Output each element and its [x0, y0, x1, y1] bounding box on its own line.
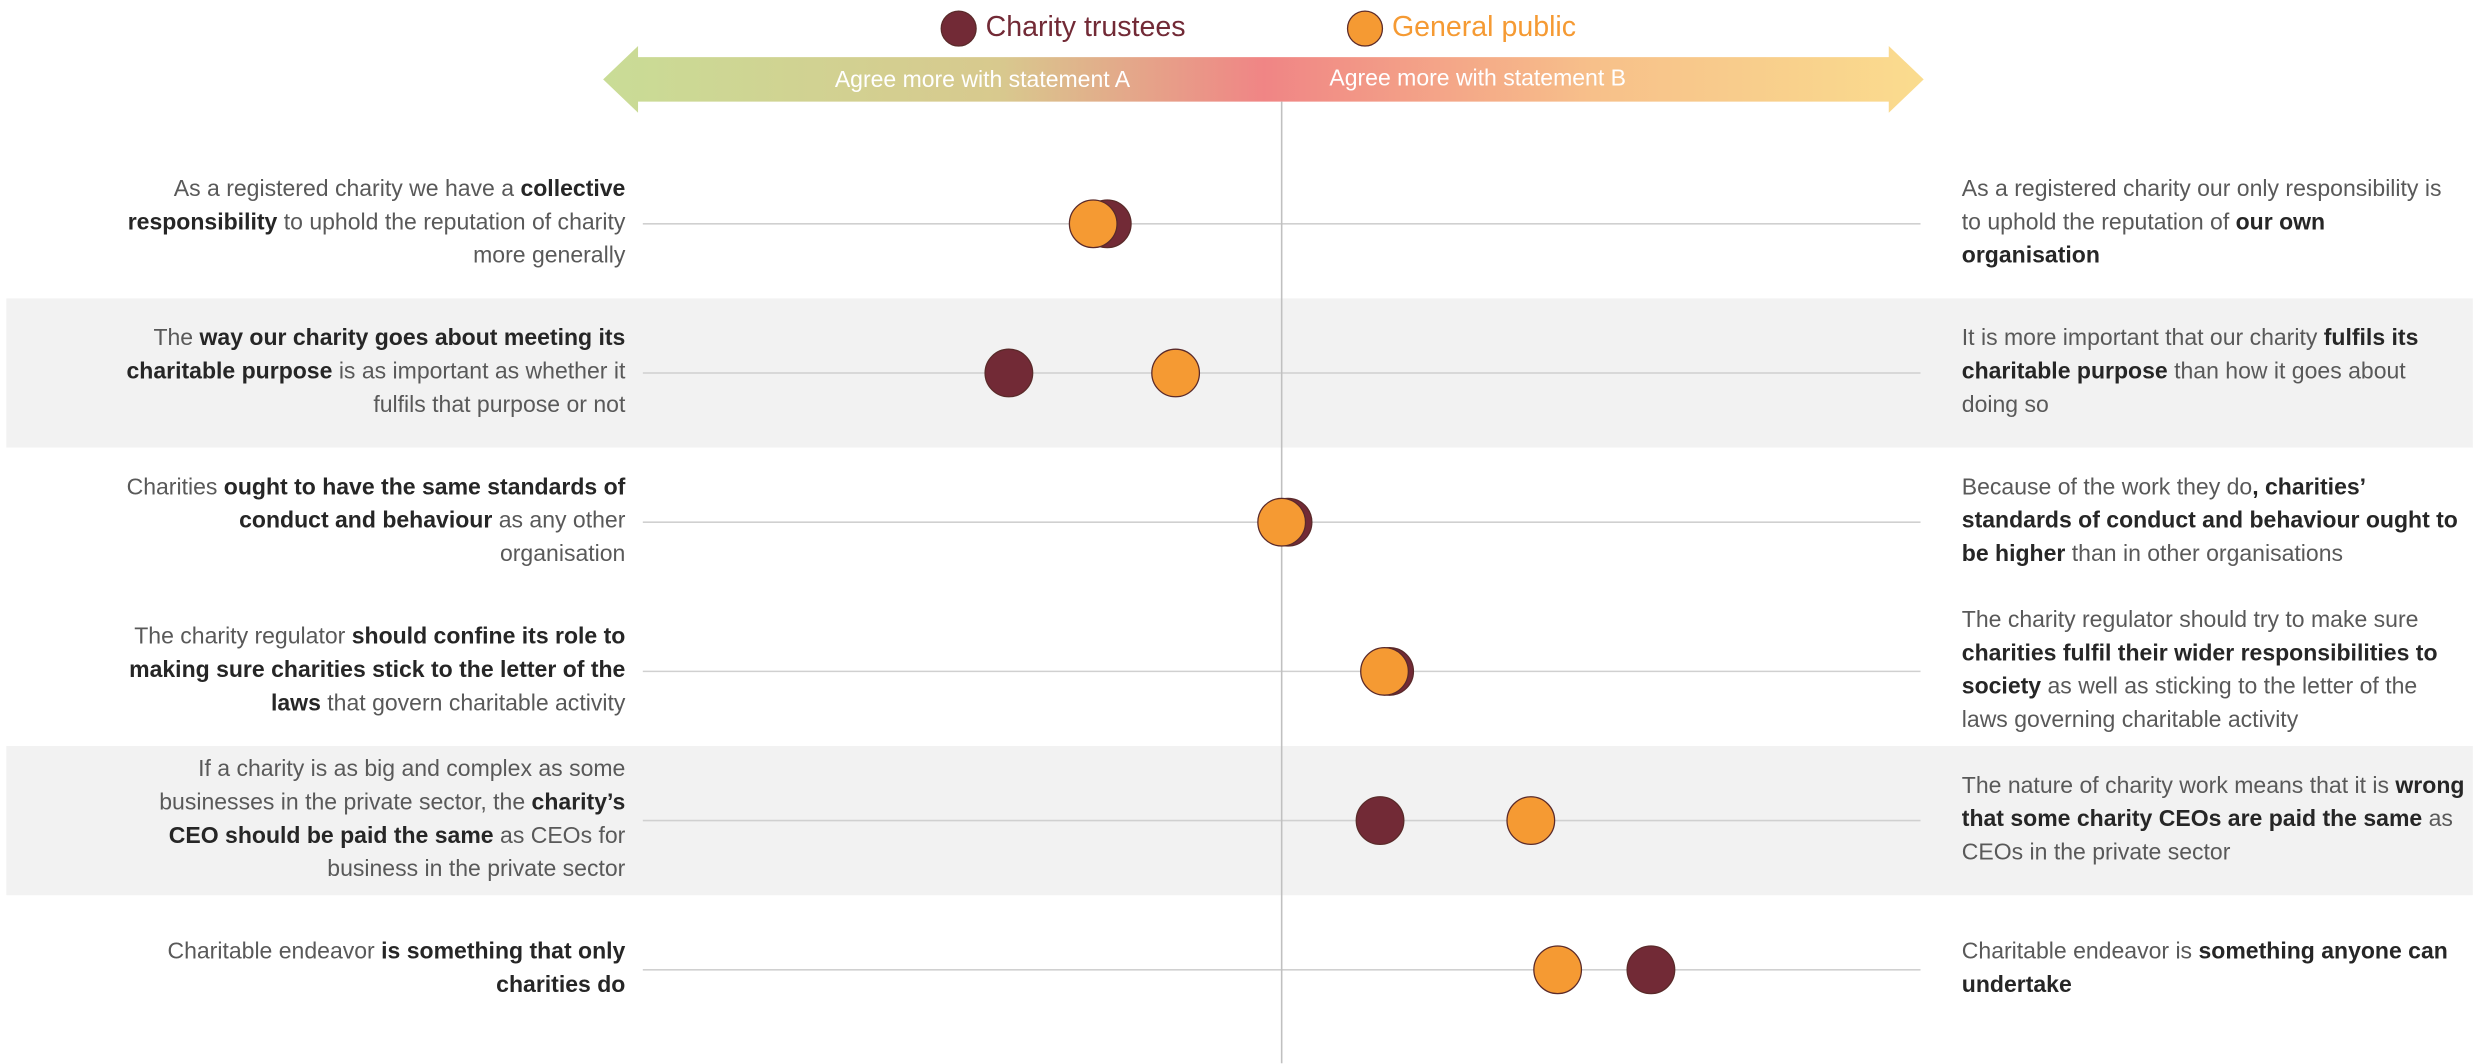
statement-b: It is more important that our charity fu…	[1962, 323, 2467, 423]
statement-text: should confine its role to making sure c…	[129, 624, 626, 717]
statement-text: as CEOs in the private sector	[1961, 807, 2453, 866]
statement-text: than in other organisations	[2065, 542, 2344, 568]
statement-a: If a charity is as big and complex as so…	[117, 754, 625, 887]
dot	[1355, 796, 1405, 846]
statement-text: as CEOs for business in the private sect…	[327, 823, 626, 883]
statement-b: The charity regulator should try to make…	[1962, 605, 2467, 738]
dot	[984, 348, 1034, 398]
dot	[1360, 646, 1409, 696]
statement-text: that govern charitable activity	[320, 691, 626, 717]
legend-label: General public	[1392, 11, 1576, 43]
statement-text: our own organisation	[1961, 210, 2326, 270]
statement-text: is something that only charities do	[381, 939, 626, 999]
legend-label: Charity trustees	[986, 11, 1186, 43]
dot	[1533, 945, 1583, 995]
statement-text: The nature of charity work means that it…	[1961, 773, 2396, 800]
statement-text: something anyone can undertake	[1961, 939, 2448, 999]
dot	[1506, 796, 1556, 846]
statement-text: as well as sticking to the letter of the…	[1961, 674, 2418, 734]
dot	[1626, 945, 1676, 995]
statement-text: charities fulfil their wider responsibil…	[1961, 641, 2438, 700]
statement-text: As a registered charity our only respons…	[1961, 176, 2442, 236]
statement-a: The way our charity goes about meeting i…	[117, 323, 626, 423]
dot	[1068, 199, 1118, 249]
legend-marker	[940, 10, 977, 47]
statement-a: The charity regulator should confine its…	[117, 621, 625, 721]
statement-text: As a registered charity we have a	[173, 176, 521, 203]
statement-text: ought to have the same standards of cond…	[223, 475, 626, 535]
statement-text: , charities’ standards of conduct and be…	[1961, 475, 2458, 568]
direction-arrow	[603, 46, 1924, 113]
statement-text: Charitable endeavor	[167, 939, 382, 966]
statement-b: Because of the work they do, charities’ …	[1962, 472, 2467, 572]
statement-a: As a registered charity we have a collec…	[117, 174, 626, 274]
arrow-label-b: Agree more with statement B	[1329, 64, 1626, 90]
statement-a: Charities ought to have the same standar…	[117, 472, 626, 572]
statement-text: The	[153, 326, 200, 352]
statement-text: If a charity is as big and complex as so…	[159, 757, 626, 816]
statement-a: Charitable endeavor is something that on…	[117, 936, 625, 1003]
statement-text: Because of the work they do	[1961, 475, 2253, 501]
statement-text: as any other organisation	[492, 508, 626, 568]
statement-text: charity’s CEO should be paid the same	[168, 790, 626, 850]
legend-marker	[1346, 10, 1384, 47]
statement-text: The charity regulator should try to make…	[1961, 607, 2419, 634]
dot	[1257, 497, 1307, 547]
statement-b: Charitable endeavor is something anyone …	[1962, 936, 2467, 1003]
statement-text: It is more important that our charity	[1961, 326, 2324, 352]
statement-b: As a registered charity our only respons…	[1962, 174, 2467, 274]
statement-text: to uphold the reputation of charity more…	[277, 210, 626, 270]
statement-text: than how it goes about doing so	[1961, 359, 2406, 419]
statement-text: way our charity goes about meeting its c…	[126, 326, 626, 385]
arrow-label-a: Agree more with statement A	[835, 66, 1131, 92]
statement-text: The charity regulator	[134, 624, 352, 650]
statement-text: collective responsibility	[127, 176, 626, 236]
dot	[1151, 348, 1201, 398]
statement-text: wrong that some charity CEOs are paid th…	[1961, 773, 2465, 833]
statement-text: Charities	[126, 475, 224, 501]
statement-text: is as important as whether it fulfils th…	[332, 359, 626, 419]
statement-text: Charitable endeavor is	[1961, 939, 2199, 966]
statement-text: fulfils its charitable purpose	[1961, 326, 2419, 385]
statement-b: The nature of charity work means that it…	[1962, 771, 2467, 871]
